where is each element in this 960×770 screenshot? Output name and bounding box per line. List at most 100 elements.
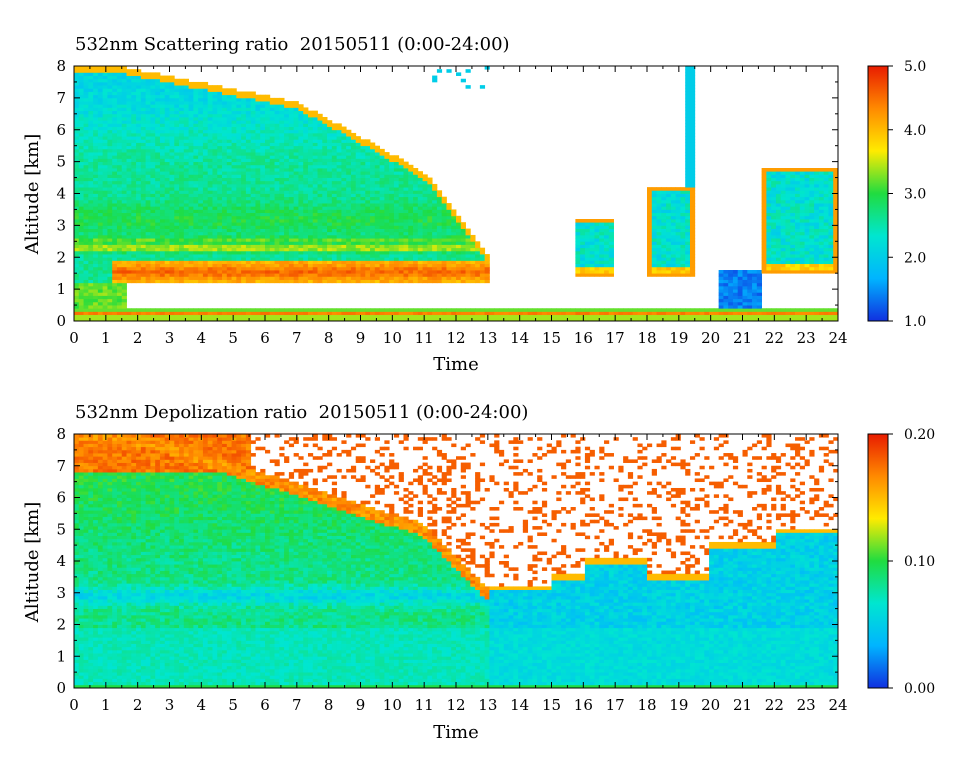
- heatmap-cell: [131, 171, 137, 175]
- heatmap-cell: [236, 225, 242, 229]
- heatmap-cell: [97, 203, 104, 207]
- heatmap-cell: [193, 152, 199, 156]
- heatmap-cell: [193, 231, 199, 236]
- heatmap-cell: [245, 117, 252, 121]
- heatmap-cell: [274, 219, 280, 223]
- heatmap-cell: [327, 136, 333, 140]
- heatmap-cell: [116, 247, 123, 252]
- heatmap-cell: [293, 257, 299, 261]
- heatmap-cell: [336, 209, 342, 214]
- heatmap-cell: [374, 158, 381, 163]
- heatmap-cell: [126, 129, 132, 134]
- heatmap-cell: [317, 209, 323, 214]
- heatmap-cell: [183, 123, 189, 127]
- heatmap-cell: [107, 317, 113, 321]
- heatmap-cell: [398, 190, 404, 194]
- heatmap-cell: [508, 311, 514, 316]
- heatmap-cell: [83, 209, 89, 214]
- heatmap-cell: [260, 158, 266, 163]
- heatmap-cell: [312, 247, 318, 252]
- heatmap-cell: [374, 199, 381, 204]
- heatmap-cell: [269, 317, 275, 321]
- heatmap-cell: [260, 215, 266, 220]
- heatmap-cell: [212, 129, 218, 134]
- heatmap-cell: [97, 174, 104, 178]
- heatmap-cell: [102, 209, 108, 214]
- heatmap-cell: [145, 228, 151, 233]
- heatmap-cell: [112, 209, 118, 214]
- heatmap-cell: [102, 66, 108, 70]
- heatmap-cell: [202, 81, 209, 86]
- heatmap-cell: [327, 241, 333, 245]
- heatmap-cell: [312, 203, 318, 207]
- heatmap-cell: [83, 69, 89, 73]
- heatmap-cell: [427, 279, 433, 284]
- heatmap-cell: [236, 222, 242, 226]
- heatmap-cell: [83, 101, 89, 105]
- heatmap-cell: [140, 263, 147, 268]
- heatmap-cell: [212, 155, 218, 159]
- heatmap-cell: [456, 254, 462, 258]
- heatmap-cell: [427, 241, 433, 245]
- heatmap-cell: [107, 292, 113, 296]
- heatmap-cell: [284, 126, 290, 131]
- heatmap-cell: [260, 238, 266, 242]
- heatmap-cell: [355, 193, 361, 198]
- heatmap-cell: [360, 180, 366, 185]
- heatmap-cell: [97, 298, 104, 303]
- heatmap-cell: [140, 190, 147, 194]
- heatmap-cell: [212, 228, 218, 233]
- heatmap-cell: [231, 196, 237, 201]
- heatmap-cell: [155, 148, 161, 153]
- heatmap-cell: [250, 276, 256, 280]
- heatmap-cell: [116, 270, 123, 274]
- heatmap-cell: [183, 231, 189, 236]
- heatmap-cell: [83, 298, 89, 303]
- heatmap-cell: [107, 241, 113, 245]
- heatmap-cell: [207, 199, 213, 204]
- heatmap-cell: [307, 215, 314, 220]
- heatmap-cell: [417, 193, 423, 198]
- heatmap-cell: [265, 247, 271, 252]
- heatmap-cell: [207, 273, 213, 277]
- heatmap-cell: [331, 219, 338, 223]
- heatmap-cell: [374, 164, 381, 169]
- heatmap-cell: [522, 314, 529, 319]
- heatmap-cell: [155, 311, 161, 316]
- heatmap-cell: [222, 187, 228, 191]
- heatmap-cell: [260, 254, 266, 258]
- heatmap-cell: [432, 203, 438, 207]
- heatmap-cell: [303, 107, 309, 112]
- heatmap-cell: [212, 270, 218, 274]
- heatmap-cell: [179, 97, 185, 102]
- heatmap-cell: [384, 231, 390, 236]
- heatmap-cell: [284, 209, 290, 214]
- heatmap-cell: [307, 132, 314, 137]
- heatmap-cell: [293, 190, 299, 194]
- heatmap-cell: [97, 155, 104, 159]
- heatmap-cell: [102, 199, 108, 204]
- heatmap-cell: [107, 85, 113, 89]
- heatmap-cell: [365, 183, 371, 188]
- heatmap-cell: [78, 209, 84, 214]
- heatmap-cell: [475, 279, 481, 284]
- heatmap-cell: [188, 317, 194, 321]
- heatmap-cell: [97, 78, 104, 83]
- heatmap-cell: [83, 72, 89, 76]
- heatmap-cell: [236, 276, 242, 280]
- heatmap-cell: [365, 203, 371, 207]
- heatmap-cell: [217, 107, 223, 112]
- heatmap-cell: [107, 177, 113, 182]
- heatmap-cell: [140, 145, 147, 150]
- heatmap-cell: [484, 279, 490, 284]
- heatmap-cell: [408, 180, 414, 185]
- heatmap-cell: [298, 113, 304, 118]
- heatmap-cell: [169, 311, 175, 316]
- heatmap-cell: [379, 279, 385, 284]
- heatmap-cell: [460, 311, 466, 316]
- heatmap-cell: [179, 110, 185, 115]
- heatmap-cell: [107, 282, 113, 287]
- heatmap-cell: [236, 155, 242, 159]
- heatmap-cell: [121, 301, 127, 306]
- heatmap-cell: [159, 276, 166, 280]
